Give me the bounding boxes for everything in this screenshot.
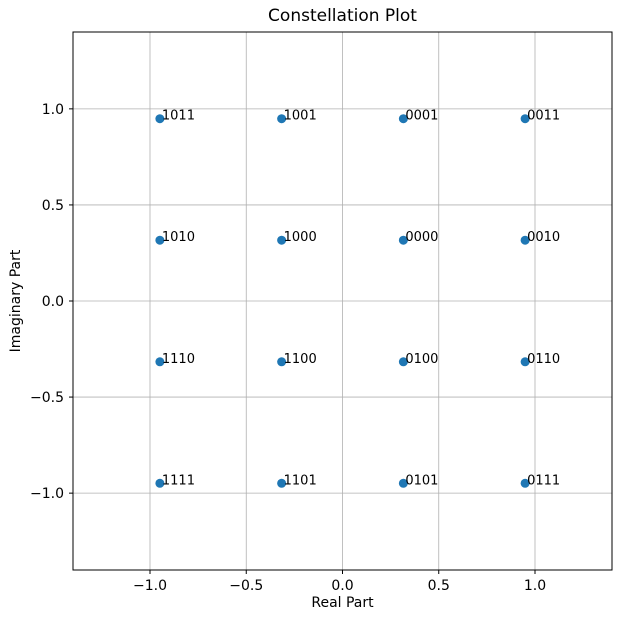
point-bit-label: 0111 — [527, 473, 560, 488]
scatter-point — [398, 114, 408, 124]
y-tick-label: −1.0 — [30, 486, 64, 502]
y-tick-label: −0.5 — [30, 390, 64, 406]
chart-title: Constellation Plot — [268, 6, 417, 26]
scatter-point — [277, 357, 287, 367]
x-tick-label: −1.0 — [133, 578, 167, 594]
point-bit-label: 0110 — [527, 352, 560, 367]
scatter-point — [520, 357, 530, 367]
point-bit-label: 0101 — [405, 473, 438, 488]
point-bit-label: 0001 — [405, 109, 438, 124]
scatter-point — [520, 114, 530, 124]
point-bit-label: 0011 — [527, 109, 560, 124]
scatter-point — [398, 235, 408, 245]
scatter-point — [155, 235, 165, 245]
scatter-point — [398, 478, 408, 488]
point-bit-label: 1011 — [162, 109, 195, 124]
scatter-point — [155, 357, 165, 367]
scatter-point — [520, 478, 530, 488]
x-tick-label: −0.5 — [229, 578, 263, 594]
scatter-point — [520, 235, 530, 245]
scatter-point — [398, 357, 408, 367]
point-bit-label: 0100 — [405, 352, 438, 367]
y-axis-label: Imaginary Part — [8, 249, 24, 352]
point-bit-label: 1010 — [162, 230, 195, 245]
point-bit-label: 0000 — [405, 230, 438, 245]
point-bit-label: 1000 — [284, 230, 317, 245]
scatter-point — [277, 235, 287, 245]
point-bit-label: 1001 — [284, 109, 317, 124]
scatter-point — [155, 114, 165, 124]
scatter-point — [277, 114, 287, 124]
y-tick-label: 0.0 — [42, 294, 64, 310]
scatter-point — [155, 478, 165, 488]
x-tick-label: 0.0 — [331, 578, 353, 594]
y-tick-label: 0.5 — [42, 198, 64, 214]
point-bit-label: 1100 — [284, 352, 317, 367]
point-bit-label: 0010 — [527, 230, 560, 245]
scatter-point — [277, 478, 287, 488]
x-tick-label: 1.0 — [524, 578, 546, 594]
x-tick-label: 0.5 — [428, 578, 450, 594]
x-axis-label: Real Part — [311, 595, 374, 611]
point-bit-label: 1101 — [284, 473, 317, 488]
point-bit-label: 1110 — [162, 352, 195, 367]
y-tick-label: 1.0 — [42, 102, 64, 118]
point-bit-label: 1111 — [162, 473, 195, 488]
